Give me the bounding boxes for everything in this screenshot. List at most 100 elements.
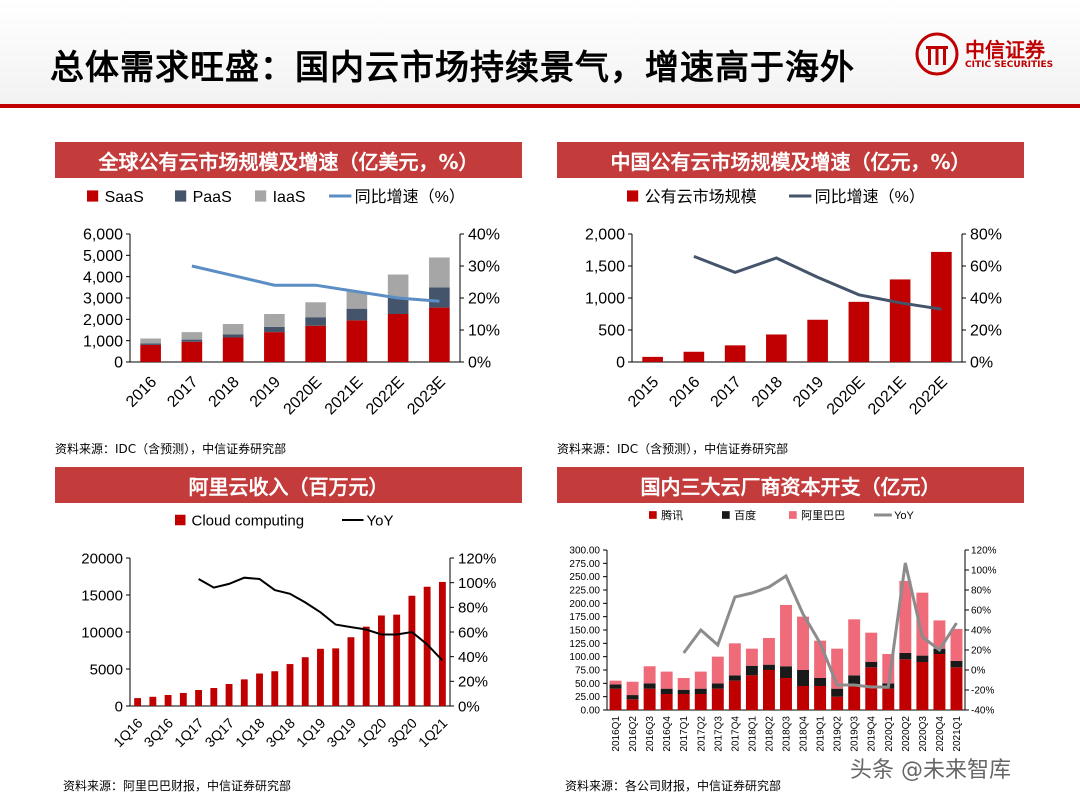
x-tick-label: 2018Q3 — [782, 716, 793, 752]
x-tick-label: 1Q18 — [232, 715, 268, 751]
bar-Cloudcomputing-1Q17 — [195, 690, 202, 706]
y-right-tick-label: 20% — [458, 674, 488, 691]
y-left-tick-label: 5000 — [90, 661, 123, 678]
legend-label: 腾讯 — [661, 508, 683, 522]
bar--2017Q1 — [677, 678, 690, 690]
bar--2020Q2 — [899, 659, 912, 710]
legend-swatch — [255, 190, 267, 202]
bar-Cloudcomputing-1Q18 — [256, 673, 263, 706]
bar--2018Q4 — [797, 616, 810, 670]
bar-SaaS-2018 — [222, 337, 244, 362]
panel-title-capex: 国内三大云厂商资本开支（亿元） — [557, 467, 1024, 503]
bar-Cloudcomputing-4Q16 — [179, 692, 187, 706]
x-tick-label: 2017Q4 — [730, 716, 741, 752]
y-right-tick-label: 20% — [468, 291, 500, 308]
y-right-tick-label: 0% — [970, 355, 993, 372]
y-right-tick-label: 120% — [458, 550, 496, 567]
x-tick-label: 2019 — [247, 374, 284, 411]
x-tick-label: 2017 — [164, 374, 201, 411]
bar--2020Q3 — [916, 662, 929, 710]
bar--2021Q1 — [950, 628, 963, 661]
y-right-tick-label: 100% — [971, 566, 997, 577]
y-left-tick-label: 275.00 — [569, 559, 600, 570]
x-tick-label: 2018Q1 — [747, 716, 758, 752]
bar-SaaS-2022E — [387, 314, 409, 362]
bar-SaaS-2021E — [346, 320, 368, 362]
bar--2017Q3 — [711, 683, 724, 689]
x-tick-label: 2019 — [790, 374, 827, 411]
x-tick-label: 2015 — [625, 374, 662, 411]
x-tick-label: 1Q16 — [110, 715, 146, 751]
y-right-tick-label: 80% — [458, 600, 488, 617]
y-right-tick-label: 0% — [468, 355, 491, 372]
bar-SaaS-2020E — [305, 325, 326, 362]
bar--2021Q1 — [950, 660, 963, 668]
x-tick-label: 2016Q4 — [662, 716, 673, 752]
y-right-tick-label: 10% — [468, 323, 500, 340]
y-right-tick-label: 80% — [970, 227, 1002, 244]
y-left-tick-label: 5,000 — [83, 248, 123, 265]
bar--2016Q2 — [626, 681, 639, 696]
y-left-tick-label: 1,500 — [585, 259, 625, 276]
panel-title-aliyun-revenue: 阿里云收入（百万元） — [55, 467, 522, 503]
y-left-tick-label: 15000 — [81, 587, 123, 604]
bar--2021Q1 — [950, 667, 963, 710]
bar-IaaS-2016 — [140, 338, 161, 344]
bar--2016Q2 — [626, 695, 639, 700]
bar--2016Q3 — [643, 683, 656, 689]
legend-label: 百度 — [734, 508, 756, 522]
bar-PaaS-2020E — [305, 317, 326, 326]
y-left-tick-label: 0 — [114, 355, 123, 372]
header-band: 总体需求旺盛：国内云市场持续景气，增速高于海外 中信证券 CITIC SECUR… — [0, 0, 1080, 108]
bar-PaaS-2019 — [264, 326, 285, 333]
bar-PaaS-2023E — [429, 287, 450, 308]
bar-SaaS-2016 — [140, 344, 161, 362]
bar--2017Q2 — [694, 671, 707, 689]
bar-IaaS-2021E — [346, 291, 368, 309]
x-tick-label: 1Q17 — [171, 715, 207, 751]
bar-Cloudcomputing-2Q16 — [149, 696, 157, 706]
y-left-tick-label: 50.00 — [575, 679, 600, 690]
bar--2019Q3 — [848, 686, 861, 710]
bar-PaaS-2022E — [387, 298, 409, 314]
x-tick-label: 3Q20 — [384, 715, 420, 751]
bar-Cloudcomputing-2Q20 — [393, 614, 401, 706]
x-tick-label: 2021E — [865, 374, 910, 419]
y-left-tick-label: 200.00 — [569, 599, 600, 610]
y-right-tick-label: 40% — [971, 626, 991, 637]
bar--2018Q2 — [762, 664, 775, 670]
bar--2020E — [848, 301, 870, 362]
bar-PaaS-2017 — [181, 339, 203, 342]
bar--2018Q3 — [780, 678, 792, 710]
x-tick-label: 2018Q4 — [799, 716, 810, 752]
legend-label: Cloud computing — [192, 513, 305, 530]
bar--2018Q4 — [797, 670, 810, 686]
bar--2019Q1 — [814, 640, 827, 678]
bar-Cloudcomputing-1Q19 — [317, 648, 324, 706]
bar--2018Q2 — [762, 638, 775, 665]
x-tick-label: 1Q19 — [293, 715, 329, 751]
panel-title-china-cloud: 中国公有云市场规模及增速（亿元，%） — [557, 142, 1024, 178]
y-right-tick-label: 60% — [970, 259, 1002, 276]
y-left-tick-label: 25.00 — [575, 692, 600, 703]
x-tick-label: 2020E — [281, 374, 326, 419]
bar-SaaS-2023E — [429, 307, 450, 362]
bar--2019Q3 — [848, 675, 861, 686]
bar--2017Q4 — [728, 675, 741, 681]
bar--2018Q1 — [745, 648, 758, 666]
y-right-tick-label: 20% — [971, 646, 991, 657]
bar-Cloudcomputing-2Q18 — [271, 671, 279, 706]
x-tick-label: 2020E — [824, 374, 869, 419]
y-right-tick-label: 30% — [468, 259, 500, 276]
y-left-tick-label: 6,000 — [83, 227, 123, 244]
x-tick-label: 2018Q2 — [764, 716, 775, 752]
y-right-tick-label: -20% — [971, 686, 994, 697]
bar--2017Q4 — [728, 680, 741, 710]
bar--2020Q2 — [899, 652, 912, 660]
x-tick-label: 2020Q1 — [884, 716, 895, 752]
x-tick-label: 3Q18 — [263, 715, 299, 751]
x-tick-label: 2016Q2 — [628, 716, 639, 752]
bar--2017Q2 — [694, 694, 707, 710]
y-left-tick-label: 4,000 — [83, 269, 123, 286]
